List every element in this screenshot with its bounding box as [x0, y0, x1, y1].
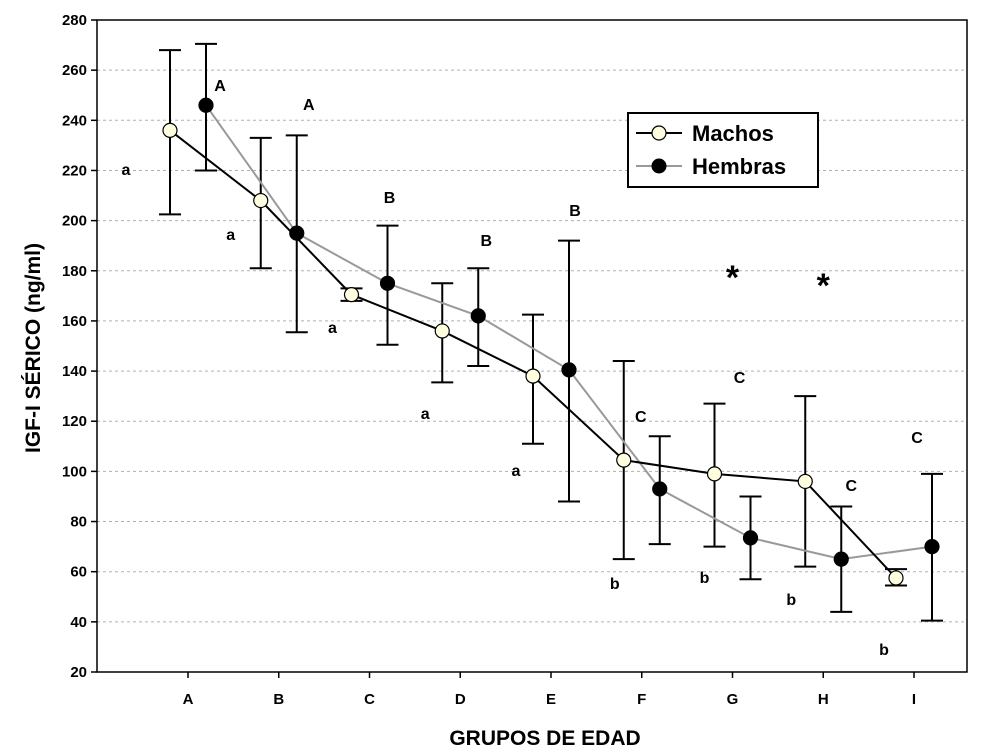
y-tick-label: 20: [70, 664, 87, 681]
data-point-machos: [706, 466, 723, 482]
plot-frame: [96, 19, 968, 673]
data-point-machos: [343, 286, 360, 303]
series-points: [162, 97, 940, 586]
data-point-hembras: [924, 539, 940, 555]
axes: [96, 19, 968, 673]
letter-hembras: B: [480, 233, 492, 250]
letter-annotations: a a a a a b b b b A A B B B C C C C * *: [122, 78, 924, 659]
y-tick-label: 160: [62, 313, 87, 330]
y-axis-title: IGF-I SÉRICO (ng/ml): [22, 243, 45, 453]
letter-machos: a: [421, 406, 430, 423]
data-point-hembras: [289, 225, 305, 241]
letter-hembras: B: [569, 203, 581, 220]
x-tick-label: I: [912, 691, 916, 708]
letter-hembras: C: [635, 409, 647, 426]
legend: Machos Hembras: [627, 112, 819, 188]
data-point-machos: [797, 473, 813, 490]
y-tick-label: 200: [62, 213, 87, 230]
legend-label-machos: Machos: [692, 121, 774, 146]
letter-machos: a: [226, 227, 235, 244]
y-tick-label: 100: [62, 463, 87, 480]
data-point-machos: [253, 192, 269, 209]
data-point-hembras: [833, 551, 849, 567]
letter-machos: b: [786, 592, 796, 609]
y-tick-label: 260: [62, 62, 87, 79]
x-tick-label: H: [818, 691, 829, 708]
legend-label-hembras: Hembras: [692, 154, 786, 179]
y-tick-label: 140: [62, 363, 87, 380]
significance-star: *: [726, 259, 740, 297]
letter-machos: a: [512, 463, 521, 480]
x-tick-label: G: [727, 691, 739, 708]
letter-hembras: C: [911, 430, 923, 447]
data-point-hembras: [742, 530, 759, 546]
x-tick-label: D: [455, 691, 466, 708]
y-tick-label: 120: [62, 413, 87, 430]
data-point-hembras: [470, 308, 486, 324]
letter-hembras: A: [214, 78, 226, 95]
y-ticks: 20 40 60 80 100 120 140 160 180 200 220 240 260 280: [62, 12, 97, 681]
data-point-hembras: [379, 275, 396, 291]
x-ticks: A B C D E F G H I: [183, 672, 916, 708]
letter-machos: a: [328, 320, 337, 337]
letter-hembras: A: [303, 97, 315, 114]
error-bars: [159, 42, 943, 622]
x-tick-label: C: [364, 691, 375, 708]
letter-hembras: C: [845, 478, 857, 495]
y-tick-label: 80: [70, 514, 87, 531]
y-tick-label: 40: [70, 614, 87, 631]
x-axis-title: GRUPOS DE EDAD: [449, 727, 640, 750]
data-point-machos: [162, 122, 178, 138]
letter-machos: a: [122, 162, 131, 179]
y-tick-label: 280: [62, 12, 87, 29]
significance-star: *: [817, 267, 831, 305]
data-point-machos: [434, 323, 450, 339]
letter-hembras: B: [384, 190, 396, 207]
x-tick-label: E: [546, 691, 556, 708]
letter-hembras: C: [734, 370, 746, 387]
legend-box: [627, 112, 819, 188]
data-point-hembras: [652, 481, 668, 497]
legend-marker-machos: [651, 125, 667, 141]
y-tick-label: 60: [70, 564, 87, 581]
x-tick-label: F: [637, 691, 646, 708]
letter-machos: b: [700, 570, 710, 587]
x-tick-label: B: [273, 691, 284, 708]
data-point-machos: [888, 570, 904, 586]
data-point-machos: [616, 452, 632, 468]
letter-machos: b: [610, 576, 620, 593]
y-tick-label: 220: [62, 162, 87, 179]
data-point-machos: [525, 368, 541, 384]
legend-marker-hembras: [651, 158, 667, 174]
data-point-hembras: [561, 362, 577, 378]
y-tick-label: 180: [62, 263, 87, 280]
letter-machos: b: [879, 642, 889, 659]
y-tick-label: 240: [62, 112, 87, 129]
x-tick-label: A: [183, 691, 194, 708]
data-point-hembras: [198, 97, 214, 113]
